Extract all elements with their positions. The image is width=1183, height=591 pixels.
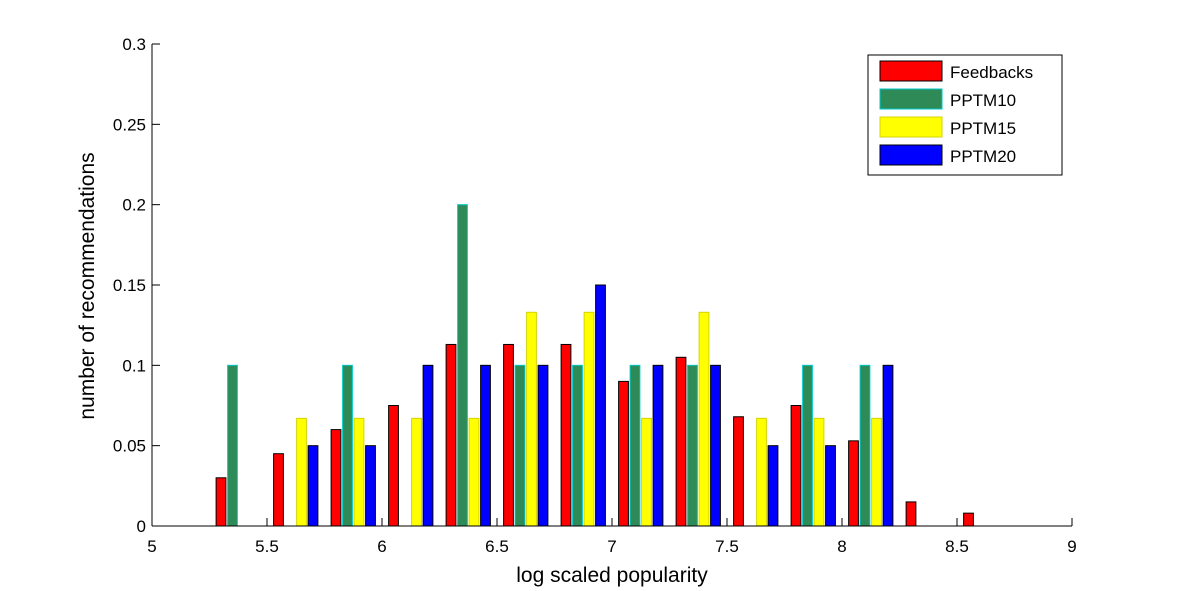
bar-pptm15-11: [813, 417, 825, 527]
bar-pptm20-8: [652, 364, 664, 527]
x-tick-label-2: 6: [377, 537, 386, 556]
bar-pptm20-3: [365, 445, 376, 527]
x-tick-label-7: 8.5: [945, 537, 969, 556]
axes-group: 5 5.5 6 6.5 7 7.5 8 8.5 9 0 0.05 0.1 0.15 0.2 0.25 0.3: [113, 35, 1077, 556]
legend: Feedbacks PPTM10 PPTM15 PPTM20: [867, 54, 1063, 176]
bar-pptm20-9: [710, 364, 721, 527]
x-tick-label-0: 5: [147, 537, 156, 556]
legend-label-feedbacks: Feedbacks: [950, 63, 1033, 82]
bar-feedbacks-3: [330, 429, 342, 527]
bar-pptm20-7: [595, 284, 606, 527]
bar-pptm20-12: [882, 364, 894, 527]
legend-swatch-pptm20: [879, 144, 943, 166]
y-axis-label: number of recommendations: [76, 152, 99, 419]
bar-pptm10-5: [457, 204, 468, 527]
bar-pptm10-12: [859, 364, 871, 527]
y-tick-label-4: 0.2: [122, 196, 146, 215]
x-tick-label-1: 5.5: [255, 537, 279, 556]
bar-pptm15-4: [411, 417, 422, 527]
x-tick-label-8: 9: [1067, 537, 1076, 556]
bar-feedbacks-7: [560, 343, 572, 527]
bar-feedbacks-5: [445, 343, 457, 527]
bar-feedbacks-8: [618, 380, 629, 527]
bar-pptm20-11: [825, 445, 836, 527]
legend-label-pptm20: PPTM20: [950, 147, 1016, 166]
legend-swatch-pptm15: [879, 116, 943, 138]
y-tick-label-5: 0.25: [113, 115, 146, 134]
y-tick-label-1: 0.05: [113, 437, 146, 456]
bar-feedbacks-10: [733, 416, 744, 527]
bar-pptm15-12: [871, 417, 882, 527]
bar-feedbacks-6: [503, 343, 514, 527]
bar-pptm15-5: [468, 417, 480, 527]
y-tick-label-0: 0: [137, 517, 146, 536]
bar-feedbacks-13: [905, 501, 917, 527]
bar-pptm10-7: [572, 364, 583, 527]
bar-feedbacks-9: [675, 356, 687, 527]
bar-feedbacks-2: [273, 453, 284, 527]
bar-pptm20-10: [767, 445, 779, 527]
x-tick-label-5: 7.5: [715, 537, 739, 556]
bar-feedbacks-4: [388, 405, 399, 527]
y-tick-label-2: 0.1: [122, 356, 146, 375]
y-tick-label-6: 0.3: [122, 35, 146, 54]
bar-pptm15-7: [583, 311, 595, 527]
legend-swatch-pptm10: [879, 88, 943, 110]
bar-pptm15-2: [296, 417, 307, 527]
bar-pptm15-8: [641, 417, 652, 527]
bars-group: [215, 204, 974, 527]
bar-pptm20-5: [480, 364, 491, 527]
bar-pptm15-10: [756, 417, 767, 527]
bar-pptm10-3: [342, 364, 353, 527]
bar-pptm20-4: [422, 364, 434, 527]
bar-pptm10-6: [514, 364, 526, 527]
x-tick-label-3: 6.5: [485, 537, 509, 556]
bar-pptm15-6: [526, 311, 537, 527]
bar-feedbacks-1: [215, 477, 227, 527]
bar-pptm20-2: [307, 445, 319, 527]
x-tick-label-6: 8: [837, 537, 846, 556]
legend-label-pptm15: PPTM15: [950, 119, 1016, 138]
bar-pptm20-6: [537, 364, 549, 527]
legend-swatch-feedbacks: [879, 60, 943, 82]
bar-feedbacks-12: [848, 440, 859, 527]
bar-pptm10-9: [687, 364, 698, 527]
bar-pptm10-1: [227, 364, 238, 527]
bar-pptm15-9: [698, 311, 710, 527]
bar-feedbacks-14: [963, 512, 974, 527]
bar-pptm10-11: [802, 364, 813, 527]
legend-label-pptm10: PPTM10: [950, 91, 1016, 110]
bar-pptm10-8: [629, 364, 641, 527]
x-tick-label-4: 7: [607, 537, 616, 556]
y-tick-label-3: 0.15: [113, 276, 146, 295]
bar-feedbacks-11: [790, 405, 802, 527]
x-axis-label: log scaled popularity: [516, 564, 708, 587]
bar-pptm15-3: [353, 417, 365, 527]
